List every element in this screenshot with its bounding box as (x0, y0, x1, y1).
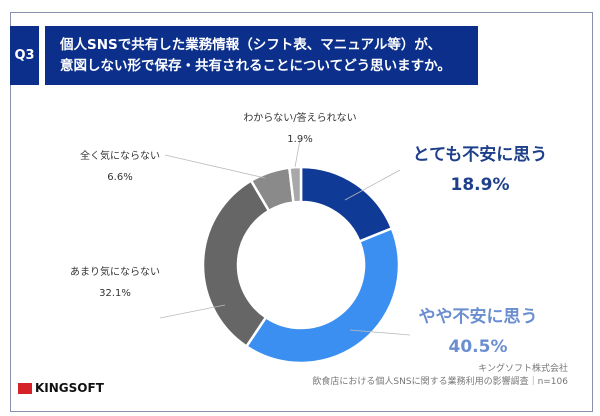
question-title: 個人SNSで共有した業務情報（シフト表、マニュアル等）が、 意図しない形で保存・… (45, 26, 478, 85)
slice-somewhat-anxious (244, 226, 401, 365)
title-line-2: 意図しない形で保存・共有されることについてどう思いますか。 (60, 58, 451, 74)
leader-line-very-anxious (344, 169, 401, 201)
category-label: わからない/答えられない (243, 113, 357, 124)
leader-line-dont-know (294, 139, 301, 168)
label-dont-know: わからない/答えられない 1.9% (225, 108, 375, 150)
value-label: 6.6% (107, 172, 133, 183)
leader-line-not-much (159, 304, 226, 319)
slice-dont-know (287, 165, 303, 204)
footer-source: キングソフト株式会社 飲食店における個人SNSに関する業務利用の影響調査｜n=1… (312, 363, 568, 389)
company-name: キングソフト株式会社 (478, 364, 568, 374)
logo-mark-icon (18, 382, 32, 394)
label-not-much: あまり気にならない 32.1% (55, 262, 175, 304)
value-label: 18.9% (450, 175, 510, 195)
category-label: あまり気にならない (70, 267, 160, 278)
category-label: 全く気にならない (80, 151, 160, 162)
title-line-1: 個人SNSで共有した業務情報（シフト表、マニュアル等）が、 (60, 37, 442, 53)
value-label: 1.9% (287, 134, 313, 145)
leader-line-not-at-all (164, 154, 266, 179)
label-very-anxious: とても不安に思う 18.9% (400, 140, 560, 200)
label-somewhat-anxious: やや不安に思う 40.5% (398, 302, 558, 362)
slice-not-much (201, 178, 271, 349)
label-not-at-all: 全く気にならない 6.6% (70, 146, 170, 188)
question-number: Q3 (10, 26, 39, 85)
category-label: やや不安に思う (418, 307, 538, 327)
kingsoft-logo: KINGSOFT (18, 381, 104, 395)
survey-source: 飲食店における個人SNSに関する業務利用の影響調査｜n=106 (312, 377, 568, 387)
logo-text: KINGSOFT (35, 381, 104, 395)
slice-very-anxious (299, 165, 394, 244)
category-label: とても不安に思う (412, 145, 548, 165)
value-label: 32.1% (99, 288, 131, 299)
value-label: 40.5% (448, 337, 508, 357)
leader-line-somewhat-anxious (349, 329, 411, 336)
